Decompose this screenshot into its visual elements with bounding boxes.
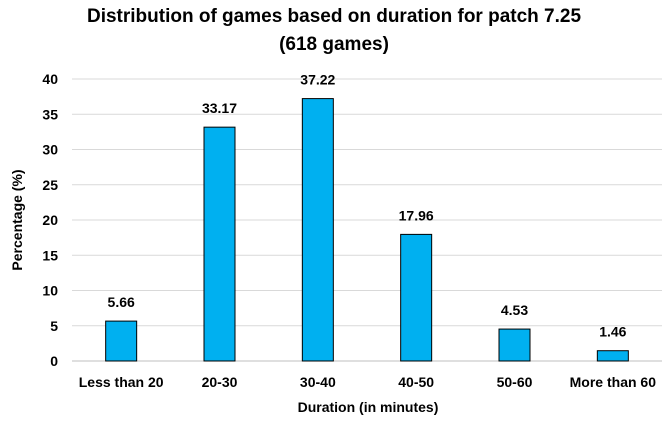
data-labels: 5.66 33.17 37.22 17.96 4.53 1.46 [108, 72, 627, 340]
bar [203, 126, 236, 362]
y-tick-label: 25 [42, 177, 58, 193]
data-label: 17.96 [399, 207, 434, 223]
y-tick-label: 10 [42, 283, 58, 299]
x-axis-title: Duration (in minutes) [298, 399, 439, 415]
x-tick-label: More than 60 [570, 374, 657, 390]
y-tick-label: 30 [42, 142, 58, 158]
y-tick-label: 5 [50, 318, 58, 334]
data-label: 4.53 [501, 302, 528, 318]
bar [596, 350, 629, 362]
data-label: 33.17 [202, 100, 237, 116]
x-tick-label: Less than 20 [79, 374, 164, 390]
chart-title-line-1: Distribution of games based on duration … [87, 6, 581, 27]
x-tick-label: 30-40 [300, 374, 336, 390]
y-tick-label: 40 [42, 71, 58, 87]
gridlines [72, 78, 662, 362]
bar [105, 320, 138, 362]
bar [400, 233, 433, 362]
chart-title-line-2: (618 games) [279, 34, 389, 55]
data-label: 1.46 [599, 324, 626, 340]
bars [105, 98, 629, 362]
bar [498, 328, 531, 362]
data-label: 37.22 [300, 72, 335, 88]
bar [301, 98, 334, 362]
y-tick-label: 0 [50, 353, 58, 369]
y-tick-label: 35 [42, 106, 58, 122]
y-tick-label: 15 [42, 247, 58, 263]
x-axis-tick-labels: Less than 20 20-30 30-40 40-50 50-60 More tha… [79, 374, 656, 390]
x-tick-label: 40-50 [398, 374, 434, 390]
y-axis-tick-labels: 0 5 10 15 20 25 30 35 40 [42, 71, 58, 369]
y-axis-title: Percentage (%) [9, 169, 25, 270]
x-tick-label: 20-30 [202, 374, 238, 390]
x-tick-label: 50-60 [497, 374, 533, 390]
y-tick-label: 20 [42, 212, 58, 228]
data-label: 5.66 [108, 294, 135, 310]
